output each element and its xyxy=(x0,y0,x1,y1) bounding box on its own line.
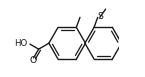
Text: O: O xyxy=(29,56,37,65)
Text: HO: HO xyxy=(14,39,27,48)
Text: S: S xyxy=(97,12,103,21)
